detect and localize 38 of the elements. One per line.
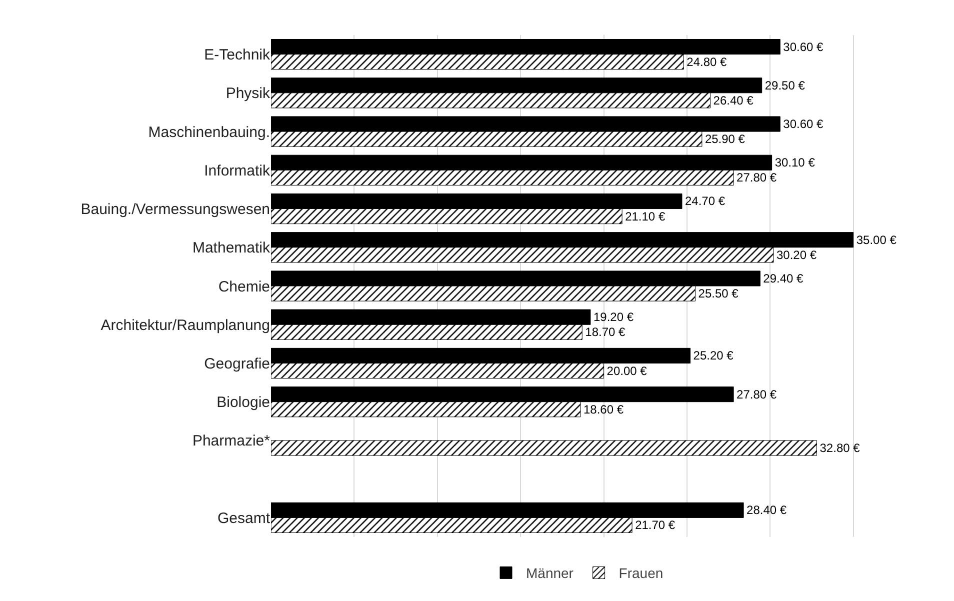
y-tick-label: Gesamt (217, 510, 271, 527)
y-tick-label: Mathematik (192, 240, 270, 257)
data-label: 32.80 € (820, 440, 860, 455)
bar (271, 440, 817, 456)
data-label: 28.40 € (746, 503, 787, 518)
data-label: 29.50 € (764, 78, 806, 92)
y-tick-label: Pharmazie* (192, 432, 270, 450)
data-label: 30.20 € (776, 248, 817, 262)
data-label: 19.20 € (593, 310, 634, 324)
data-label: 20.00 € (606, 364, 648, 378)
data-label: 24.70 € (684, 194, 726, 208)
data-label: 30.10 € (774, 156, 816, 170)
data-label: 21.10 € (625, 209, 666, 224)
text: Frauen (618, 565, 664, 582)
data-label: 25.20 € (693, 348, 734, 363)
y-tick-label: Informatik (204, 162, 270, 180)
data-label: 30.60 € (783, 40, 824, 54)
data-label: 18.60 € (583, 402, 624, 416)
data-label: 25.90 € (704, 132, 746, 146)
data-label: 21.70 € (635, 518, 676, 532)
y-tick-label: Physik (226, 85, 270, 102)
data-label: 26.40 € (713, 93, 754, 108)
y-tick-label: Bauing./Vermessungswesen (80, 201, 270, 218)
data-label: 27.80 € (736, 387, 777, 402)
data-label: 27.80 € (736, 170, 777, 185)
y-tick-label: E-Technik (204, 46, 270, 64)
y-tick-label: Geografie (204, 355, 270, 372)
y-tick-label: Biologie (216, 394, 270, 412)
data-label: 35.00 € (856, 232, 897, 247)
data-label: 18.70 € (585, 325, 626, 340)
legend-label: Männer (526, 565, 574, 582)
data-label: 24.80 € (686, 54, 728, 69)
data-label: 30.60 € (783, 117, 824, 132)
y-tick-label: Maschinenbauing. (148, 124, 270, 141)
y-tick-label: Chemie (218, 278, 270, 296)
y-tick-label: Architektur/Raumplanung (100, 316, 270, 334)
data-label: 25.50 € (698, 286, 739, 301)
data-label: 29.40 € (763, 271, 804, 286)
